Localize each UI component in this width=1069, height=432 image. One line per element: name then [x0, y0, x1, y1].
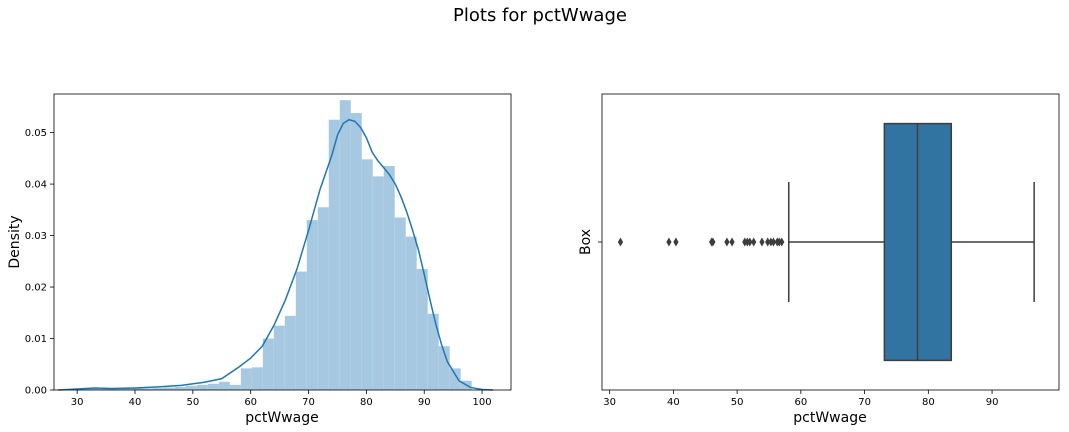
outlier-point — [729, 237, 735, 247]
histogram-bar — [284, 315, 296, 390]
histogram-bar — [196, 384, 208, 390]
histogram-y-axis: 0.00 0.01 0.02 0.03 0.04 0.05 — [25, 128, 54, 397]
figure-title: Plots for pctWwage — [453, 5, 627, 26]
histogram-bar — [317, 207, 329, 390]
outlier-point — [751, 237, 757, 247]
histogram-bar — [383, 166, 395, 390]
histogram-bar — [306, 220, 318, 390]
outlier-point — [765, 237, 771, 247]
outlier-point — [724, 237, 730, 247]
histogram-bar — [416, 269, 428, 390]
histogram-bar — [339, 100, 351, 391]
histogram-x-label: pctWwage — [245, 410, 318, 426]
histogram-frame — [53, 93, 512, 391]
histogram-bar — [174, 386, 186, 390]
boxplot-y-label: Box — [578, 229, 594, 255]
histogram-bar — [295, 271, 307, 390]
histogram-bar — [262, 338, 274, 390]
x-tick-label: 90 — [418, 397, 431, 408]
histogram-bar — [218, 381, 230, 390]
histogram-bar — [449, 368, 461, 390]
outlier-point — [666, 237, 672, 247]
histogram-bar — [152, 387, 164, 390]
x-tick-label: 70 — [302, 397, 315, 408]
y-tick-label: 0.02 — [25, 283, 47, 294]
histogram-bar — [229, 384, 241, 390]
histogram-bar — [394, 217, 406, 390]
histogram-bar — [97, 388, 109, 390]
histogram-y-label: Density — [7, 215, 23, 268]
x-tick-label: 40 — [667, 397, 680, 408]
histogram-bar — [141, 388, 153, 390]
histogram-bar — [240, 368, 252, 390]
histogram-bar — [108, 388, 120, 390]
x-tick-label: 50 — [186, 397, 199, 408]
kde-line — [58, 118, 494, 391]
histogram-bar — [251, 367, 263, 390]
histogram-x-axis: 30 40 50 60 70 80 90 100 — [71, 390, 492, 408]
histogram-bar — [350, 113, 362, 391]
y-tick-label: 0.04 — [25, 180, 47, 191]
x-tick-label: 100 — [473, 397, 492, 408]
histogram-bar — [361, 159, 373, 390]
histogram-bar — [273, 325, 285, 390]
x-tick-label: 70 — [858, 397, 871, 408]
histogram-bar — [185, 385, 197, 390]
outlier-point — [710, 237, 716, 247]
histogram-bar — [163, 387, 175, 390]
x-tick-label: 80 — [922, 397, 935, 408]
histogram-bar — [405, 236, 417, 390]
histogram-bar — [75, 388, 87, 390]
histogram-bar — [130, 387, 142, 390]
outlier-point — [617, 237, 624, 247]
outlier-point — [747, 237, 753, 247]
x-tick-label: 50 — [731, 397, 744, 408]
y-tick-label: 0.01 — [25, 334, 47, 345]
x-tick-label: 40 — [129, 397, 142, 408]
x-tick-label: 80 — [360, 397, 373, 408]
x-tick-label: 30 — [71, 397, 84, 408]
boxplot-panel: 30 40 50 60 70 80 90 pctWwage Box — [578, 93, 1060, 426]
y-tick-label: 0.03 — [25, 231, 47, 242]
outlier-point — [779, 237, 785, 247]
histogram-bar — [86, 388, 98, 390]
boxplot-marks — [617, 122, 1035, 362]
x-tick-label: 30 — [603, 397, 616, 408]
histogram-bar — [427, 313, 439, 390]
histogram-bar — [372, 176, 384, 390]
x-tick-label: 90 — [986, 397, 999, 408]
histogram-bars — [54, 100, 472, 391]
boxplot-x-label: pctWwage — [793, 410, 866, 426]
histogram-panel: 30 40 50 60 70 80 90 100 0.000.010.020.030.040.… — [7, 93, 512, 426]
y-tick-label: 0.00 — [25, 386, 47, 397]
boxplot-x-axis: 30 40 50 60 70 80 90 — [603, 390, 998, 408]
histogram-bar — [328, 119, 340, 391]
outlier-point — [673, 237, 679, 247]
histogram-bar — [119, 388, 131, 390]
y-tick-label: 0.05 — [25, 128, 47, 139]
outlier-point — [770, 237, 777, 247]
histogram-bar — [438, 346, 450, 390]
outlier-point — [759, 237, 765, 247]
x-tick-label: 60 — [244, 397, 257, 408]
histogram-bar — [207, 383, 219, 390]
x-tick-label: 60 — [794, 397, 807, 408]
